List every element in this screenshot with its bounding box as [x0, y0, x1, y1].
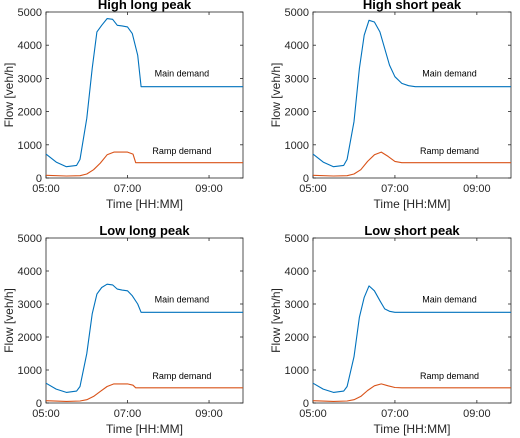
y-tick-label: 5000 — [285, 7, 309, 19]
chart-title: High long peak — [98, 0, 192, 12]
ramp-demand-line — [312, 151, 511, 177]
x-tick-label: 09:00 — [463, 408, 491, 420]
main-demand-label: Main demand — [155, 294, 210, 304]
ramp-demand-label: Ramp demand — [152, 146, 211, 156]
main-demand-label: Main demand — [422, 69, 477, 79]
y-tick-label: 4000 — [285, 40, 309, 52]
main-demand-line — [312, 285, 511, 393]
x-tick-label: 07:00 — [114, 183, 142, 195]
y-tick-label: 5000 — [285, 233, 309, 245]
y-tick-label: 4000 — [18, 40, 42, 52]
y-tick-label: 2000 — [18, 332, 42, 344]
subplot-4: Low short peak 0 1000 2000 3000 4000 5000 05:00… — [269, 223, 512, 436]
y-tick-label: 0 — [303, 398, 309, 410]
x-tick-label: 09:00 — [195, 183, 223, 195]
y-tick-label: 0 — [36, 398, 42, 410]
main-demand-line — [45, 283, 243, 393]
y-tick-label: 2000 — [18, 107, 42, 119]
y-axis-label: Flow [veh/h] — [2, 63, 16, 128]
chart-title: Low long peak — [99, 223, 190, 238]
x-tick-label: 05:00 — [32, 183, 60, 195]
x-tick-label: 07:00 — [381, 408, 409, 420]
y-tick-label: 1000 — [18, 140, 42, 152]
ramp-demand-label: Ramp demand — [420, 371, 479, 381]
main-demand-label: Main demand — [422, 294, 477, 304]
y-axis-label: Flow [veh/h] — [269, 63, 283, 128]
x-tick-label: 05:00 — [299, 183, 327, 195]
x-tick-label: 05:00 — [32, 408, 60, 420]
x-axis-label: Time [HH:MM] — [374, 422, 451, 436]
axes-frame — [45, 11, 244, 179]
x-tick-label: 07:00 — [381, 183, 409, 195]
main-demand-line — [312, 19, 511, 168]
x-axis-label: Time [HH:MM] — [374, 197, 451, 211]
ramp-demand-line — [45, 151, 243, 177]
x-tick-label: 05:00 — [299, 408, 327, 420]
y-tick-label: 1000 — [285, 140, 309, 152]
y-tick-label: 1000 — [18, 365, 42, 377]
y-tick-label: 0 — [36, 173, 42, 185]
x-tick-label: 09:00 — [463, 183, 491, 195]
axes-frame — [312, 237, 512, 404]
axes-frame — [45, 237, 244, 404]
x-tick-label: 09:00 — [195, 408, 223, 420]
y-axis-label: Flow [veh/h] — [2, 288, 16, 353]
y-tick-label: 0 — [303, 173, 309, 185]
y-tick-label: 2000 — [285, 332, 309, 344]
subplot-1: High long peak 0 1000 2000 3000 4000 5000 05:00… — [2, 0, 244, 211]
main-demand-line — [45, 18, 243, 168]
ramp-demand-line — [312, 383, 511, 402]
x-tick-label: 07:00 — [114, 408, 142, 420]
ramp-demand-label: Ramp demand — [152, 371, 211, 381]
y-tick-label: 3000 — [18, 73, 42, 85]
ramp-demand-label: Ramp demand — [420, 146, 479, 156]
y-tick-label: 4000 — [285, 266, 309, 278]
x-axis-label: Time [HH:MM] — [106, 197, 183, 211]
chart-title: Low short peak — [364, 223, 460, 238]
y-tick-label: 2000 — [285, 107, 309, 119]
y-tick-label: 3000 — [18, 299, 42, 311]
y-tick-label: 1000 — [285, 365, 309, 377]
y-axis-label: Flow [veh/h] — [269, 288, 283, 353]
y-tick-label: 5000 — [18, 233, 42, 245]
x-axis-label: Time [HH:MM] — [106, 422, 183, 436]
axes-frame — [312, 11, 512, 179]
subplot-3: Low long peak 0 1000 2000 3000 4000 5000 05:00 0… — [2, 223, 244, 436]
ramp-demand-line — [45, 383, 243, 402]
main-demand-label: Main demand — [155, 69, 210, 79]
subplot-2: High short peak 0 1000 2000 3000 4000 5000 05:0… — [269, 0, 512, 211]
y-tick-label: 4000 — [18, 266, 42, 278]
y-tick-label: 5000 — [18, 7, 42, 19]
y-tick-label: 3000 — [285, 73, 309, 85]
chart-title: High short peak — [363, 0, 462, 12]
y-tick-label: 3000 — [285, 299, 309, 311]
